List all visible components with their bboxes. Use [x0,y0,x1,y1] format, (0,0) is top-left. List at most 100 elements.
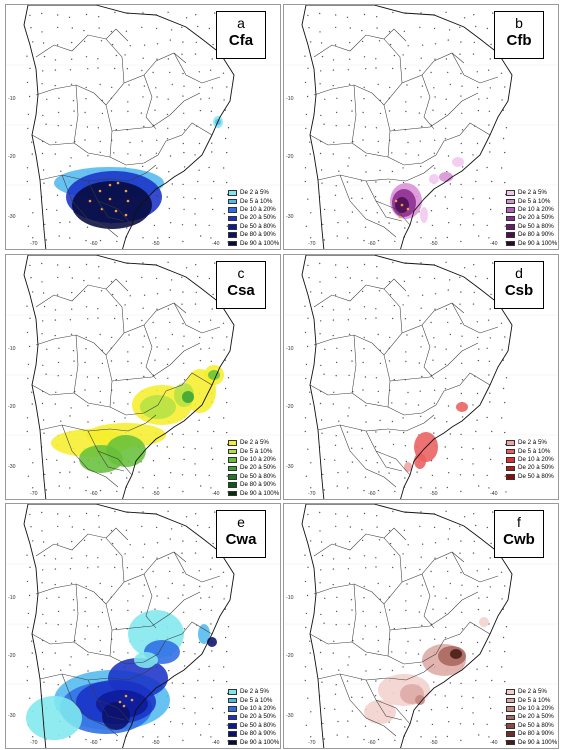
station-point [348,124,350,127]
station-point [308,277,310,279]
station-point [200,98,202,100]
station-point [226,193,229,196]
station-point [68,266,71,268]
station-point [155,152,158,154]
station-point [407,141,409,144]
station-point [182,345,184,347]
station-point [171,582,173,585]
latitude-tick-label: -10 [286,96,294,102]
station-point [501,463,504,465]
station-point [376,515,378,517]
latitude-tick-label: -10 [8,346,16,352]
station-point [490,43,492,46]
state-border [387,663,435,681]
station-point [320,320,322,322]
station-point [392,11,394,14]
state-border [451,302,499,334]
occurrence-patch [439,172,453,182]
station-point [60,170,62,172]
station-point [305,113,308,116]
station-point [336,596,338,598]
station-point [319,83,321,85]
station-point [478,98,480,100]
station-point [321,55,324,58]
legend-label: De 5 à 10% [240,447,273,455]
station-point [110,472,112,474]
state-border [365,430,411,476]
station-point [116,240,118,243]
station-point [45,458,48,461]
station-point [304,305,306,307]
legend-item: De 80 à 90% [506,730,557,738]
latitude-tick-label: -20 [286,653,294,659]
legend-label: De 2 à 5% [240,189,269,197]
station-point [166,363,169,366]
station-point [403,280,406,282]
station-point [208,526,210,529]
highlight-station [124,213,128,217]
station-point [167,510,169,512]
station-point [115,628,118,630]
station-point [405,153,407,155]
station-point [69,471,71,473]
station-point [169,570,171,573]
station-point [57,264,59,266]
station-point [304,554,306,556]
station-point [26,666,29,668]
station-point [335,276,337,279]
legend-label: De 50 à 80% [240,721,276,729]
station-point [26,331,29,334]
station-point [99,582,101,585]
station-point [69,568,72,570]
station-point [349,308,351,310]
station-point [182,240,184,243]
station-point [156,346,158,348]
station-point [113,420,116,423]
station-point [363,56,366,58]
station-point [473,14,475,16]
occurrence-patch [108,658,168,698]
station-point [448,721,450,723]
station-point [461,584,463,586]
station-point [363,306,366,308]
station-point [54,583,56,586]
station-point [87,421,89,423]
station-point [361,197,363,200]
station-point [346,680,349,682]
station-point [335,361,338,364]
station-point [461,458,463,461]
station-point [473,513,475,515]
station-point [402,167,404,169]
legend-swatch [228,482,237,488]
station-point [349,291,351,294]
station-point [167,348,169,350]
station-point [142,556,144,558]
station-point [31,153,33,155]
station-point [54,652,56,654]
highlight-station [108,183,112,187]
occurrence-patch [456,402,468,412]
station-point [129,141,131,144]
station-point [346,515,349,517]
state-border [105,38,125,158]
station-point [404,68,407,70]
legend-item: De 80 à 90% [228,481,279,489]
station-point [214,262,216,264]
station-point [224,387,227,390]
climate-class-name: Csb [504,282,534,299]
station-point [211,586,213,588]
state-border [313,527,407,557]
station-point [323,707,326,710]
station-point [98,16,100,18]
station-point [41,262,43,265]
occurrence-patch [404,462,412,472]
station-point [98,277,100,279]
station-point [375,680,377,682]
station-point [87,68,89,70]
station-point [405,110,407,113]
station-point [320,70,322,72]
station-point [461,379,464,381]
station-point [182,540,184,542]
station-point [212,43,214,46]
station-point [70,374,72,377]
